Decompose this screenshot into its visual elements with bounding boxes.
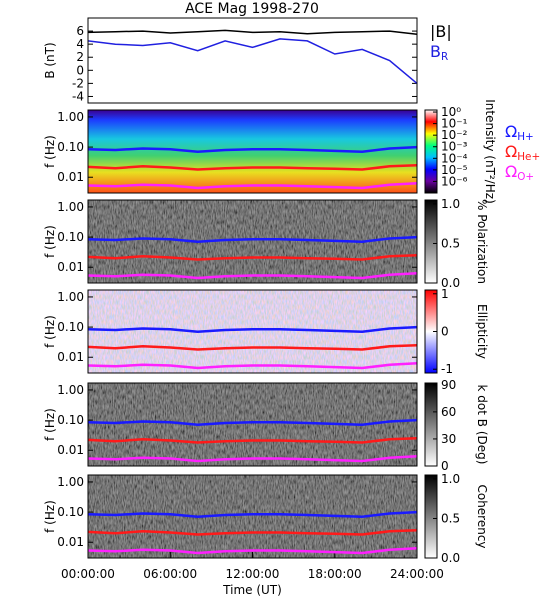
y-axis-label: f (Hz) <box>43 408 57 441</box>
y-axis-label: B (nT) <box>43 42 57 78</box>
legend-label: |B| <box>430 22 452 41</box>
series-line <box>87 547 418 555</box>
y-tick-label: 0.10 <box>57 413 84 427</box>
plot-frame <box>87 289 418 374</box>
y-tick-label: 0.01 <box>57 350 84 364</box>
colorbar-tick-label: 0 <box>441 324 449 338</box>
colorbar <box>424 109 438 194</box>
y-tick-label: 1.00 <box>57 109 84 123</box>
colorbar <box>424 199 438 284</box>
colorbar-label: k dot B (Deg) <box>476 385 490 465</box>
x-tick-label: 12:00:00 <box>226 567 280 581</box>
series-line <box>87 272 418 280</box>
series-line <box>87 455 418 463</box>
colorbar-tick-label: 10⁻² <box>441 128 468 142</box>
colorbar-tick-label: 1 <box>441 286 449 300</box>
y-tick-label: -4 <box>72 89 84 103</box>
y-tick-label: 1.00 <box>57 289 84 303</box>
x-tick-label: 06:00:00 <box>143 567 197 581</box>
colorbar-label: Coherency <box>476 484 490 548</box>
series-line <box>87 38 418 84</box>
colorbar-tick-label: 60 <box>441 404 456 418</box>
y-tick-label: 1.00 <box>57 382 84 396</box>
y-tick-label: 0.10 <box>57 505 84 519</box>
y-tick-label: 1.00 <box>57 199 84 213</box>
colorbar-tick-label: -1 <box>441 362 453 376</box>
plot-frame <box>87 199 418 284</box>
colorbar-tick-label: 0.0 <box>441 551 460 565</box>
plot-frame <box>87 474 418 559</box>
legend-label: ΩO+ <box>505 162 534 184</box>
series-line <box>87 510 418 519</box>
y-axis-label: f (Hz) <box>43 315 57 348</box>
x-tick-label: 18:00:00 <box>308 567 362 581</box>
colorbar-tick-label: 10⁻⁶ <box>441 174 468 188</box>
y-tick-label: 0.01 <box>57 260 84 274</box>
colorbar-tick-label: 1.0 <box>441 196 460 210</box>
series-line <box>87 235 418 244</box>
colorbar-tick-label: 10⁻⁵ <box>441 162 468 176</box>
colorbar-tick-label: 1.0 <box>441 471 460 485</box>
plot-frame <box>87 109 418 194</box>
plot-frame <box>87 382 418 467</box>
y-tick-label: 0.01 <box>57 535 84 549</box>
colorbar-tick-label: 0.0 <box>441 276 460 290</box>
colorbar-label: Intensity (nT²/Hz) <box>484 99 498 204</box>
colorbar-tick-label: 10⁰ <box>441 105 461 119</box>
series-line <box>87 362 418 370</box>
series-line <box>87 145 418 154</box>
y-axis-label: f (Hz) <box>43 135 57 168</box>
series-line <box>87 182 418 190</box>
y-tick-label: 0.10 <box>57 320 84 334</box>
y-axis-label: f (Hz) <box>43 225 57 258</box>
y-tick-label: 6 <box>76 24 84 38</box>
y-tick-label: 2 <box>76 50 84 64</box>
y-tick-label: 4 <box>76 37 84 51</box>
series-line <box>87 436 418 444</box>
x-axis-label: Time (UT) <box>222 583 282 597</box>
x-tick-label: 24:00:00 <box>390 567 444 581</box>
y-tick-label: 1.00 <box>57 474 84 488</box>
y-tick-label: 0.10 <box>57 230 84 244</box>
legend-label: BR <box>430 42 448 64</box>
series-line <box>87 343 418 351</box>
y-tick-label: 0.10 <box>57 140 84 154</box>
series-line <box>87 528 418 536</box>
colorbar-tick-label: 10⁻⁴ <box>441 151 468 165</box>
colorbar-tick-label: 10⁻³ <box>441 139 468 153</box>
colorbar-tick-label: 0.5 <box>441 236 460 250</box>
y-tick-label: 0.01 <box>57 443 84 457</box>
colorbar-label: % Polarization <box>476 199 490 284</box>
series-line <box>87 253 418 261</box>
series-line <box>87 163 418 171</box>
y-axis-label: f (Hz) <box>43 500 57 533</box>
legend-label: ΩH+ <box>505 122 534 144</box>
chart-title: ACE Mag 1998-270 <box>185 1 319 17</box>
series-line <box>87 29 418 36</box>
y-tick-label: -2 <box>72 76 84 90</box>
colorbar-label: Ellipticity <box>476 304 490 359</box>
colorbar-tick-label: 10⁻¹ <box>441 116 468 130</box>
colorbar-tick-label: 0 <box>441 459 449 473</box>
series-line <box>87 418 418 427</box>
series-line <box>87 325 418 334</box>
colorbar-tick-label: 90 <box>441 377 456 391</box>
colorbar <box>424 382 438 467</box>
plot-frame <box>87 17 418 104</box>
colorbar <box>424 474 438 559</box>
x-tick-label: 00:00:00 <box>61 567 115 581</box>
y-tick-label: 0 <box>76 63 84 77</box>
legend-label: ΩHe+ <box>505 142 540 164</box>
colorbar-tick-label: 30 <box>441 431 456 445</box>
colorbar-tick-label: 0.5 <box>441 511 460 525</box>
y-tick-label: 0.01 <box>57 170 84 184</box>
